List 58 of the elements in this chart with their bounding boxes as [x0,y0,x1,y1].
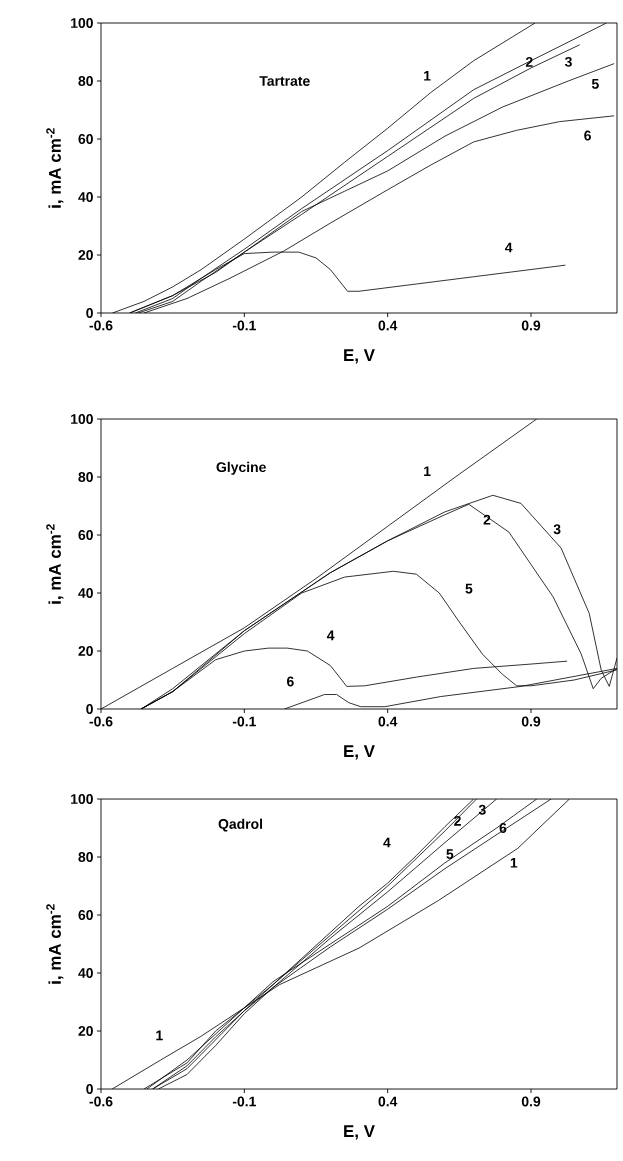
annotation: 1 [424,71,431,81]
y-tick-label: 80 [78,852,93,862]
x-axis-title: E, V [344,349,375,364]
annotation: 4 [504,242,513,253]
text: Tartrate [259,76,310,86]
x-tick-label: 0.9 [521,716,541,727]
annotation: 3 [553,524,561,535]
annotation: 4 [326,630,335,641]
annotation: 1 [156,1030,163,1041]
annotation: 3 [564,56,572,67]
x-tick-label: -0.1 [232,716,256,727]
y-tick-label: 40 [78,588,93,598]
y-tick-label: 20 [78,250,93,260]
y-tick-label: 100 [71,18,93,28]
y-tick-label: 60 [78,910,93,920]
x-tick-label: 0.9 [521,320,541,331]
x-tick-label: -0.6 [89,320,113,331]
annotation: 2 [483,514,491,525]
x-tick-label: 0.4 [378,1096,398,1107]
text: Qadrol [218,818,263,832]
x-axis-title: E, V [344,745,375,760]
y-tick-label: 60 [78,134,93,144]
annotation: 1 [510,858,518,868]
y-tick-label: 0 [86,1084,93,1094]
annotation: 1 [424,466,431,477]
text: Glycine [216,461,266,475]
annotation: 2 [454,815,461,826]
y-tick-label: 80 [78,472,93,482]
y-tick-label: 0 [86,704,93,714]
y-tick-label: 100 [71,414,93,424]
annotation: 5 [446,849,454,859]
annotation: 5 [465,583,473,594]
annotation: 2 [525,56,533,67]
y-tick-label: 60 [78,530,93,540]
annotation: 6 [499,823,507,833]
x-tick-label: -0.1 [232,1096,256,1107]
x-axis-title: E, V [344,1125,375,1140]
annotation: 3 [478,804,486,815]
y-tick-label: 100 [71,794,93,804]
x-tick-label: 0.9 [521,1096,541,1107]
y-tick-label: 0 [86,308,93,318]
y-tick-label: 80 [78,76,93,86]
y-axis-title: i, mA cm$^{-2}$ [46,524,64,604]
annotation: 6 [584,130,591,141]
x-tick-label: 0.4 [378,716,398,727]
x-tick-label: -0.1 [232,320,256,331]
y-tick-label: 40 [78,968,93,978]
x-tick-label: -0.6 [89,716,113,727]
y-tick-label: 40 [78,192,93,202]
annotation: 6 [287,676,294,687]
annotation: 5 [591,79,599,89]
y-axis-title: i, mA cm$^{-2}$ [46,128,64,208]
y-tick-label: 20 [78,1026,93,1036]
annotation: 4 [383,837,391,848]
x-tick-label: 0.4 [378,320,398,331]
x-tick-label: -0.6 [89,1096,113,1107]
y-axis-title: i, mA cm$^{-2}$ [46,904,64,984]
y-tick-label: 20 [78,646,93,656]
